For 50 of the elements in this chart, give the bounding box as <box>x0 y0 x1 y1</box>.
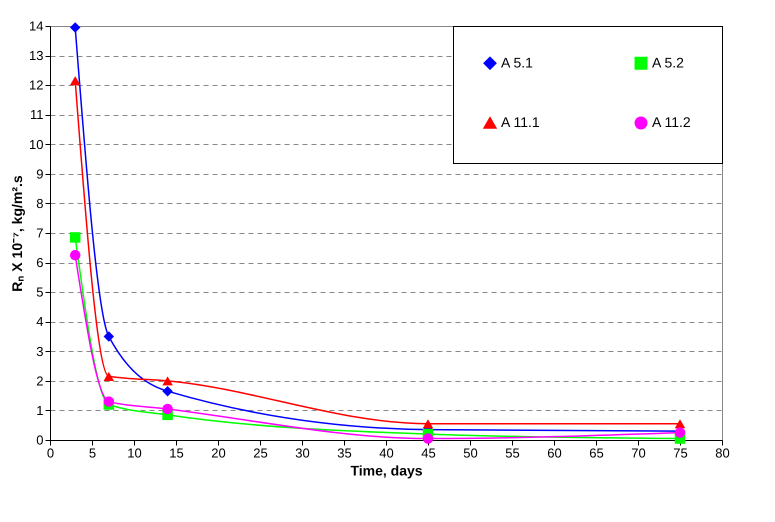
point <box>104 331 114 342</box>
legend-label: A 5.1 <box>501 54 534 70</box>
y-tick-label: 7 <box>36 226 44 240</box>
x-tick-label: 60 <box>547 446 562 460</box>
point <box>162 404 173 414</box>
y-tick-label: 3 <box>36 344 44 359</box>
point <box>162 376 173 386</box>
x-tick-label: 10 <box>127 446 142 460</box>
point <box>70 22 80 33</box>
x-tick-label: 15 <box>169 446 184 460</box>
y-tick-label: 13 <box>29 48 44 64</box>
y-tick-label: 4 <box>36 314 44 330</box>
x-tick-label: 55 <box>505 446 520 460</box>
y-tick-label: 2 <box>36 373 44 388</box>
x-tick-label: 50 <box>463 446 478 460</box>
x-tick-label: 65 <box>589 446 604 460</box>
y-tick-label: 9 <box>36 166 44 182</box>
legend-label: A 11.1 <box>501 114 540 130</box>
x-tick-label: 75 <box>673 446 688 460</box>
y-tick-label: 11 <box>30 107 44 122</box>
x-tick-label: 40 <box>379 446 394 460</box>
point <box>104 396 114 407</box>
point <box>70 232 80 243</box>
x-tick-label: 0 <box>46 446 54 460</box>
x-tick-label: 80 <box>715 446 730 460</box>
x-tick-label: 30 <box>295 446 310 460</box>
y-tick-label: 6 <box>36 255 44 270</box>
x-tick-label: 25 <box>253 446 268 460</box>
x-tick-label: 35 <box>337 446 352 460</box>
y-tick-label: 5 <box>36 284 44 300</box>
y-tick-label: 12 <box>29 78 44 93</box>
y-tick-label: 8 <box>36 196 44 211</box>
legend-label: A 11.2 <box>652 114 691 130</box>
x-tick-label: 20 <box>211 446 226 460</box>
point <box>162 386 173 396</box>
x-tick-label: 5 <box>88 446 96 460</box>
y-tick-label: 1 <box>36 402 44 418</box>
y-tick-label: 10 <box>29 136 44 152</box>
x-tick-label: 45 <box>421 446 436 460</box>
point <box>70 76 80 86</box>
legend-label: A 5.2 <box>652 54 684 70</box>
y-tick-label: 0 <box>36 432 44 448</box>
x-axis-title: Time, days <box>350 462 423 478</box>
point <box>422 419 434 428</box>
y-tick-label: 14 <box>29 18 44 34</box>
y-axis-title: Rₙ X 10⁻⁷, kg/m².s <box>9 175 26 292</box>
point <box>70 250 80 260</box>
point <box>104 372 114 381</box>
point <box>422 433 434 444</box>
x-tick-label: 70 <box>631 446 646 460</box>
